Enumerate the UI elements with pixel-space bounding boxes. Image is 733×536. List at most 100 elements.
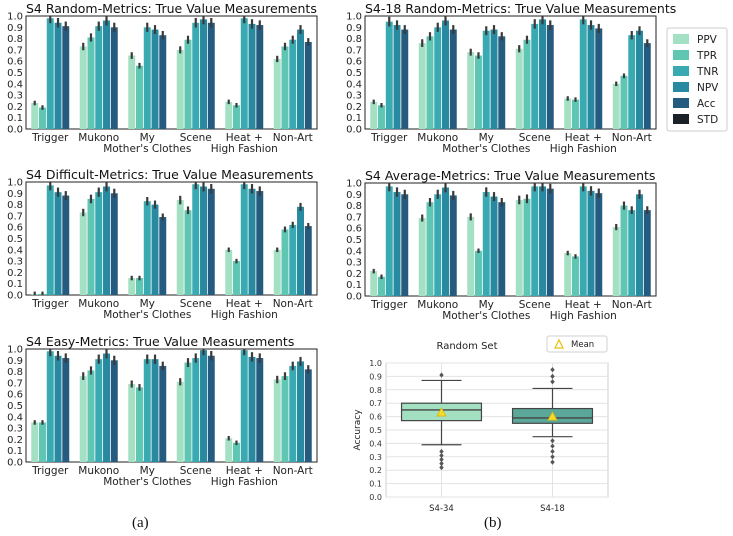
bar-tpr [523,39,531,130]
bar-tnr [240,18,248,129]
y-tick-label: 0.0 [7,291,23,302]
x-tick-label: Non-Art [612,299,652,311]
bar-ppv [273,379,281,462]
bar-npv [54,355,62,462]
y-tick-label: 0.5 [7,234,23,245]
bar-acc [498,202,506,296]
y-tick-label: 0.5 [369,426,382,435]
chart-s4-random: S4 Random-Metrics: True Value Measuremen… [7,1,318,155]
bar-npv [490,196,498,296]
chart-s4-easy: S4 Easy-Metrics: True Value Measurements… [7,334,318,488]
outlier-point [550,379,555,385]
bar-tnr [628,35,636,129]
y-tick-label: 0.6 [369,413,382,422]
bar-ppv [79,212,87,295]
bar-ppv [564,98,572,129]
bar-tnr [385,186,393,296]
bar-npv [248,188,256,295]
y-tick-label: 0.2 [7,268,23,279]
chart-random-set-box: 0.0 0.1 0.2 0.3 0.4 0.5 0.6 0.7 0.8 0.9 1.0 Random … [353,335,609,514]
bar-tnr [95,359,103,462]
y-tick-label: 1.0 [346,179,362,190]
y-tick-label: 0.2 [7,102,23,113]
bar-tnr [434,194,442,296]
y-tick-label: 0.6 [346,57,362,68]
y-tick-label: 0.7 [369,399,382,408]
bar-acc [62,358,70,462]
bar-ppv [612,227,620,296]
y-tick-label: 0.3 [7,424,23,435]
x-tick-label: Heat + [226,132,263,144]
bar-tpr [475,250,482,296]
bar-npv [54,192,62,295]
bar-tnr [192,22,200,130]
bar-tpr [39,107,46,129]
y-tick-label: 0.8 [7,34,23,45]
bar-acc [110,27,118,129]
chart-title: Random Set [436,341,497,352]
bar-npv [636,194,643,296]
legend-swatch [673,114,689,124]
bar-tnr [46,185,54,295]
plot-frame [364,15,657,130]
x-tick-label: Mukono [417,299,458,311]
y-tick-label: 0.1 [7,113,23,124]
x-tick-label: Mother's Clothes [103,143,191,155]
bar-ppv [370,271,378,296]
chart-s4-difficult: S4 Difficult-Metrics: True Value Measure… [7,167,318,321]
bar-npv [103,20,110,129]
x-tick-label: My [479,299,494,311]
y-tick-label: 0.6 [7,223,23,234]
bar-acc [304,369,312,462]
legend-swatch [673,34,689,44]
bar-tpr [184,39,192,130]
bar-acc [62,26,70,130]
legend-label: STD [697,114,718,126]
bar-acc [449,195,457,296]
y-tick-label: 0.7 [346,212,362,223]
bar-acc [304,226,312,295]
x-tick-label: Mukono [78,298,119,310]
bar-acc [595,28,603,129]
bar-tnr [143,27,151,129]
y-tick-label: 0.0 [7,125,23,136]
x-tick-label: Trigger [31,465,69,477]
bar-tpr [87,370,95,462]
bar-tpr [378,276,385,296]
y-tick-label: 1.0 [369,359,382,368]
bar-tnr [143,201,151,295]
x-tick-label: Trigger [370,132,408,144]
bar-acc [546,25,554,129]
bar-tnr [482,30,490,129]
x-tick-label: Heat + [226,465,263,477]
y-tick-label: 0.9 [7,356,23,367]
y-tick-label: 0.6 [346,224,362,235]
plot-frame [364,182,657,297]
bar-acc [643,43,651,130]
bar-npv [442,187,449,296]
bar-npv [248,356,256,462]
bar-ppv [79,376,87,462]
y-tick-label: 0.8 [7,367,23,378]
box-s4-18: S4-18 [511,367,594,514]
y-tick-label: 0.3 [369,453,382,462]
bar-ppv [176,381,184,462]
y-tick-label: 1.0 [7,12,23,23]
bar-tpr [572,256,579,296]
bar-acc [304,41,312,129]
bar-npv [297,361,304,462]
legend-swatch [673,82,689,92]
bar-npv [539,186,546,296]
bar-tnr [434,27,442,129]
bar-ppv [273,249,281,295]
legend-swatch [673,98,689,108]
x-tick-label: My [140,298,155,310]
x-tick-label: Non-Art [612,132,652,144]
bar-tpr [426,36,434,130]
x-tick-label: Mother's Clothes [442,143,530,155]
bar-tpr [475,55,482,129]
bar-tpr [233,105,240,129]
x-tick-label: Mukono [417,132,458,144]
bar-ppv [418,218,426,296]
bar-acc [256,358,264,462]
